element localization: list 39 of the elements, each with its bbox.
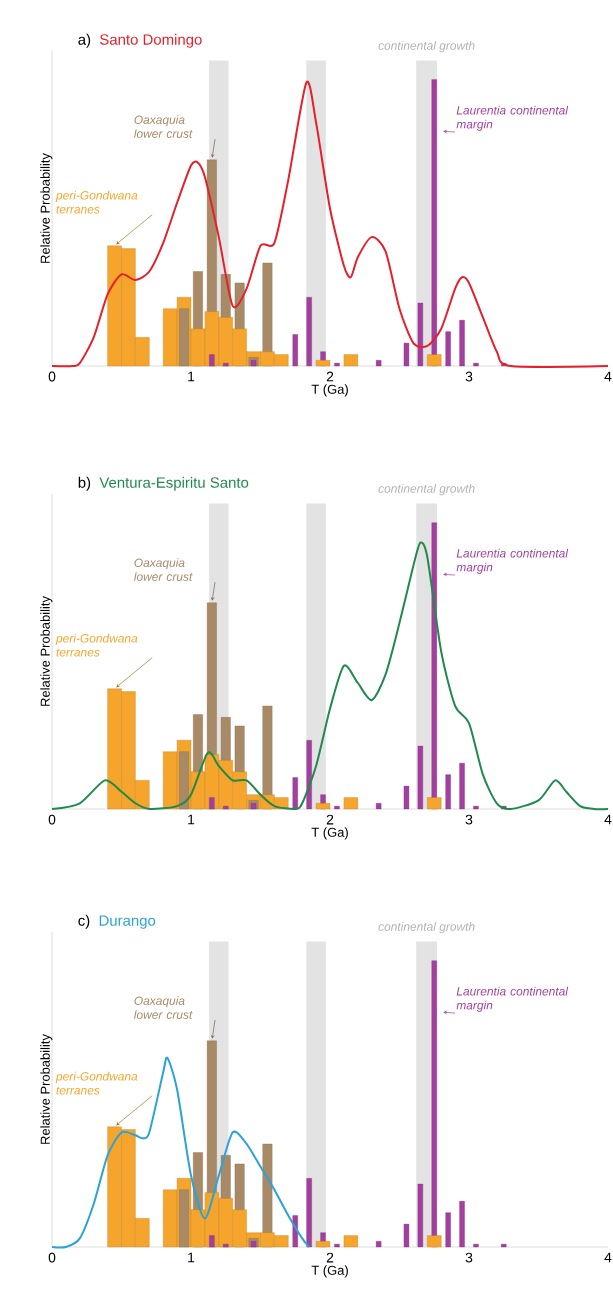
y-axis-title: Relative Probability — [40, 1034, 53, 1144]
chart-title: a) — [78, 33, 91, 48]
x-axis-title: T (Ga) — [311, 384, 348, 397]
band-label: continental growth — [378, 41, 475, 53]
series-label: Laurentia continental margin — [456, 986, 569, 1012]
x-tick-label: 2 — [326, 1252, 334, 1263]
x-tick-label: 0 — [48, 814, 56, 825]
text: peri-Gondwana terranes — [55, 190, 138, 214]
y-axis-title: Relative Probability — [40, 153, 53, 263]
x-tick-label: 1 — [188, 1252, 195, 1263]
x-tick-label: 3 — [465, 814, 473, 825]
x-tick-label: 1 — [188, 371, 195, 382]
x-tick-label: 0 — [48, 371, 56, 382]
band-label: continental growth — [378, 484, 475, 496]
series-label: Laurentia continental margin — [456, 105, 569, 131]
text: Oaxaquia lower crust — [134, 558, 193, 581]
x-tick-label: 4 — [604, 371, 612, 382]
series-label: Laurentia continental margin — [456, 548, 569, 574]
x-tick-label: 0 — [48, 1252, 56, 1263]
chart-title: b) — [78, 476, 91, 491]
text: Ventura-Espiritu Santo — [99, 476, 249, 491]
text: peri-Gondwana terranes — [55, 633, 138, 657]
y-axis-title: Relative Probability — [40, 596, 53, 706]
text: Durango — [99, 915, 156, 929]
chart-title: c) — [78, 914, 90, 929]
x-tick-label: 3 — [465, 371, 473, 382]
text: Santo Domingo — [100, 33, 202, 48]
text: Oaxaquia lower crust — [134, 996, 193, 1019]
band-label: continental growth — [378, 922, 475, 934]
text: Oaxaquia lower crust — [134, 115, 193, 138]
x-axis-title: T (Ga) — [311, 1265, 348, 1278]
x-tick-label: 2 — [326, 814, 334, 825]
x-axis-title: T (Ga) — [311, 827, 348, 840]
x-tick-label: 1 — [188, 814, 195, 825]
text: peri-Gondwana terranes — [55, 1071, 138, 1095]
x-tick-label: 2 — [326, 371, 334, 382]
x-tick-label: 4 — [604, 1252, 612, 1263]
x-tick-label: 4 — [604, 814, 612, 825]
x-tick-label: 3 — [465, 1252, 473, 1263]
